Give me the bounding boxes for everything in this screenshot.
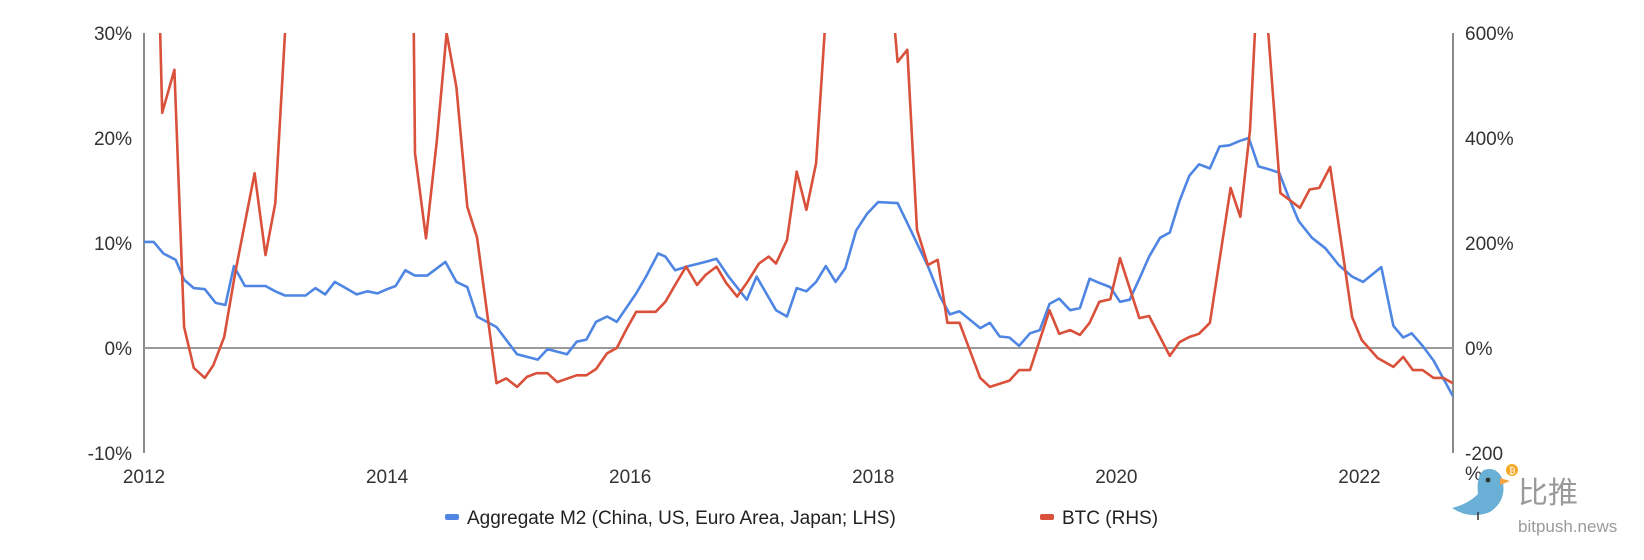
x-tick-label: 2022	[1338, 467, 1380, 488]
axes	[143, 33, 1454, 453]
legend-item-m2[interactable]: Aggregate M2 (China, US, Euro Area, Japa…	[445, 508, 896, 529]
x-tick-label: 2016	[609, 467, 651, 488]
watermark-site: bitpush.news	[1518, 517, 1617, 536]
left-y-tick-label: 30%	[94, 24, 132, 45]
right-y-tick-label: -200%	[1465, 444, 1503, 485]
right-y-tick-labels: 600% 400% 200% 0% -200%	[1465, 24, 1514, 485]
series-line-m2	[144, 136, 1453, 397]
legend-label-m2: Aggregate M2 (China, US, Euro Area, Japa…	[467, 508, 896, 529]
left-y-tick-label: 10%	[94, 234, 132, 255]
svg-text:₿: ₿	[1509, 466, 1516, 477]
x-tick-label: 2018	[852, 467, 894, 488]
x-tick-label: 2014	[366, 467, 409, 488]
left-y-tick-label: 20%	[94, 129, 132, 150]
bird-bitcoin-logo-icon: ₿	[1452, 464, 1518, 520]
legend-item-btc[interactable]: BTC (RHS)	[1040, 508, 1158, 529]
x-tick-labels: 2012 2014 2016 2018 2020 2022	[123, 467, 1381, 488]
x-tick-label: 2012	[123, 467, 165, 488]
legend-swatch-btc	[1040, 514, 1054, 520]
right-y-tick-label: 400%	[1465, 129, 1514, 150]
left-y-tick-label: -10%	[88, 444, 132, 465]
right-y-tick-label: 600%	[1465, 24, 1514, 45]
legend-label-btc: BTC (RHS)	[1062, 508, 1158, 529]
series-lines	[144, 33, 1453, 397]
legend-swatch-m2	[445, 514, 459, 520]
series-line-btc	[158, 33, 1453, 389]
legend: Aggregate M2 (China, US, Euro Area, Japa…	[445, 508, 1158, 529]
watermark: ₿ 比推 bitpush.news	[1452, 464, 1617, 536]
left-y-tick-labels: 30% 20% 10% 0% -10%	[88, 24, 132, 465]
watermark-name: 比推	[1518, 476, 1578, 511]
x-tick-label: 2020	[1095, 467, 1137, 488]
left-y-tick-label: 0%	[105, 339, 133, 360]
right-y-tick-label: 0%	[1465, 339, 1493, 360]
right-y-tick-label: 200%	[1465, 234, 1514, 255]
